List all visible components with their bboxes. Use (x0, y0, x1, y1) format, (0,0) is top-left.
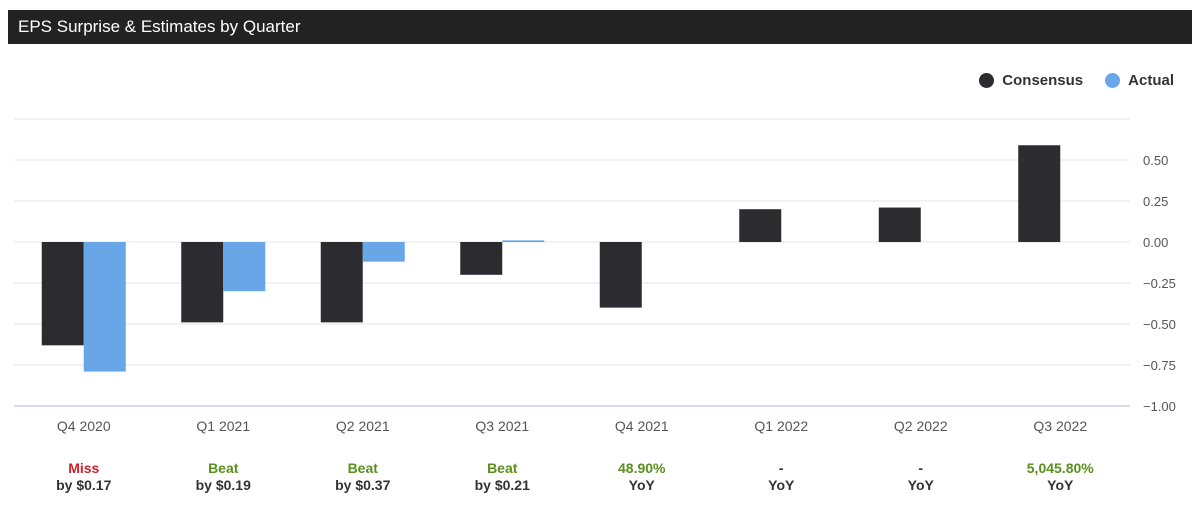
actual-bar[interactable] (502, 240, 545, 242)
y-tick-label: −0.25 (1143, 276, 1176, 291)
legend-item-consensus[interactable]: Consensus (979, 72, 1083, 89)
consensus-bar[interactable] (878, 207, 921, 242)
surprise-detail: YoY (628, 477, 655, 493)
surprise-status: Beat (347, 460, 378, 476)
surprise-status: - (918, 460, 924, 476)
legend-label-consensus: Consensus (1002, 72, 1084, 89)
chart-title: EPS Surprise & Estimates by Quarter (18, 17, 301, 36)
surprise-detail: YoY (907, 477, 934, 493)
consensus-bar[interactable] (41, 242, 84, 346)
surprise-cell: Beat by $0.37 (303, 460, 423, 494)
x-tick-label: Q3 2022 (1033, 418, 1087, 434)
surprise-status: 48.90% (618, 460, 666, 476)
y-tick-label: 0.25 (1143, 194, 1168, 209)
actual-bar[interactable] (83, 242, 126, 372)
axis: 0.50 0.25 0.00 −0.25 −0.50 −0.75 −1.00 Q4 2020 Q… (57, 153, 1176, 434)
surprise-status: Beat (208, 460, 239, 476)
surprise-status: Miss (68, 460, 100, 476)
surprise-detail: YoY (1047, 477, 1074, 493)
x-tick-label: Q4 2021 (615, 418, 669, 434)
x-tick-label: Q2 2022 (894, 418, 948, 434)
surprise-status: Beat (487, 460, 518, 476)
y-tick-label: −1.00 (1143, 399, 1176, 414)
surprise-detail: by $0.19 (195, 477, 251, 493)
surprise-cell: 48.90% YoY (582, 460, 702, 494)
consensus-bar[interactable] (739, 209, 782, 242)
actual-dot-icon (1105, 73, 1121, 88)
legend-label-actual: Actual (1128, 72, 1174, 89)
surprise-detail: YoY (768, 477, 795, 493)
surprise-detail: by $0.37 (335, 477, 391, 493)
consensus-bar[interactable] (599, 242, 642, 308)
x-tick-label: Q1 2021 (196, 418, 250, 434)
surprise-cell: Miss by $0.17 (24, 460, 144, 494)
surprise-detail: by $0.21 (474, 477, 530, 493)
surprise-cell: 5,045.80% YoY (1000, 460, 1120, 494)
consensus-bar[interactable] (181, 242, 224, 323)
chart-legend: Consensus Actual (979, 72, 1174, 89)
y-tick-label: 0.00 (1143, 235, 1168, 250)
consensus-bar[interactable] (320, 242, 363, 323)
x-tick-label: Q2 2021 (336, 418, 390, 434)
surprise-status: 5,045.80% (1026, 460, 1094, 476)
x-tick-label: Q1 2022 (754, 418, 808, 434)
y-tick-label: −0.50 (1143, 317, 1176, 332)
surprise-cell: - YoY (721, 460, 841, 494)
bars (41, 145, 1061, 372)
consensus-dot-icon (979, 73, 995, 88)
surprise-status: - (778, 460, 784, 476)
surprise-cell: - YoY (861, 460, 981, 494)
y-tick-label: 0.50 (1143, 153, 1168, 168)
x-tick-label: Q4 2020 (57, 418, 111, 434)
surprise-cell: Beat by $0.19 (163, 460, 283, 494)
actual-bar[interactable] (223, 242, 266, 292)
surprise-detail: by $0.17 (56, 477, 112, 493)
consensus-bar[interactable] (460, 242, 503, 275)
legend-item-actual[interactable]: Actual (1105, 72, 1174, 89)
grid-lines (14, 118, 1130, 407)
actual-bar[interactable] (362, 242, 405, 262)
y-tick-label: −0.75 (1143, 358, 1176, 373)
x-tick-label: Q3 2021 (475, 418, 529, 434)
chart-header: EPS Surprise & Estimates by Quarter (8, 10, 1192, 44)
surprise-cell: Beat by $0.21 (442, 460, 562, 494)
consensus-bar[interactable] (1018, 145, 1061, 242)
